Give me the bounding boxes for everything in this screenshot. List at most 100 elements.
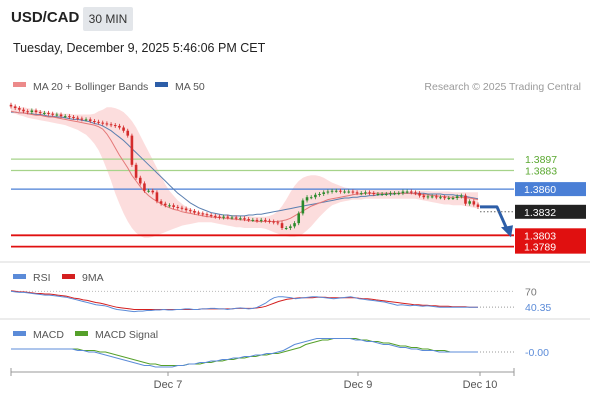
- candle-body: [255, 219, 259, 221]
- candle-body: [147, 190, 150, 192]
- candle-body: [397, 193, 401, 195]
- candle-body: [138, 177, 142, 184]
- level-label-support: 1.3789: [524, 242, 556, 254]
- candle-body: [243, 218, 246, 220]
- level-label-resistance: 1.3883: [525, 165, 557, 177]
- candle-body: [118, 125, 121, 128]
- macd-panel: -0.00: [11, 338, 549, 368]
- candle-body: [176, 206, 180, 208]
- price-panel: [9, 102, 514, 248]
- pair-title: USD/CAD: [11, 9, 80, 26]
- candle-body: [339, 190, 342, 192]
- candle-body: [109, 124, 113, 126]
- candle-body: [22, 109, 25, 112]
- macd-signal-line: [11, 338, 478, 366]
- candle-body: [9, 104, 13, 107]
- candle-body: [476, 204, 480, 207]
- candle-body: [97, 121, 100, 123]
- candle-body: [193, 210, 196, 213]
- ma50-legend-label: MA 50: [175, 81, 205, 93]
- candle-body: [247, 219, 250, 221]
- level-label-box-support: [515, 239, 586, 254]
- candle-body: [393, 193, 396, 195]
- candle-body: [18, 108, 21, 110]
- forecast-arrow: [480, 205, 509, 230]
- candle-body: [443, 197, 446, 199]
- candle-body: [105, 123, 109, 125]
- level-label-resistance: 1.3897: [525, 154, 557, 166]
- candle-body: [401, 191, 405, 194]
- candle-body: [205, 214, 209, 216]
- macd-signal-legend-swatch: [75, 331, 88, 336]
- ma20-legend-label: MA 20 + Bollinger Bands: [33, 81, 148, 93]
- last-price-box: [515, 204, 586, 219]
- candle-body: [414, 192, 417, 194]
- candle-body: [143, 183, 146, 191]
- rsi-ma-legend-swatch: [62, 274, 75, 279]
- macd-last-label: -0.00: [525, 347, 549, 359]
- rsi-ma-line: [10, 290, 478, 310]
- candle-body: [364, 192, 367, 194]
- rsi-ma-legend-label: 9MA: [82, 272, 104, 284]
- candle-body: [297, 213, 301, 224]
- candle-body: [284, 228, 288, 230]
- macd-signal-legend-label: MACD Signal: [95, 329, 158, 341]
- axis-tick-label: Dec 10: [463, 379, 498, 391]
- candle-body: [43, 112, 46, 114]
- candle-body: [426, 196, 430, 198]
- candle-body: [439, 197, 442, 199]
- candle-body: [201, 213, 205, 215]
- candle-body: [293, 223, 296, 227]
- candle-body: [368, 192, 371, 194]
- candle-body: [126, 130, 130, 136]
- candle-body: [68, 116, 71, 118]
- candle-body: [405, 191, 409, 193]
- candle-body: [168, 205, 171, 207]
- candle-body: [435, 196, 438, 198]
- candle-body: [272, 221, 275, 223]
- candle-body: [326, 191, 330, 193]
- axis-tick-label: Dec 7: [154, 379, 183, 391]
- candle-body: [130, 135, 134, 165]
- candle-body: [318, 193, 321, 195]
- candle-body: [222, 216, 225, 218]
- timeframe-badge[interactable]: 30 MIN: [83, 7, 133, 31]
- candle-body: [376, 193, 380, 195]
- candle-body: [239, 218, 242, 220]
- candle-body: [197, 212, 200, 214]
- candle-body: [259, 219, 263, 221]
- candle-body: [38, 112, 42, 114]
- candle-body: [460, 195, 463, 197]
- candle-body: [101, 122, 105, 124]
- candle-body: [418, 193, 421, 196]
- candle-body: [309, 197, 313, 199]
- candle-body: [455, 196, 459, 199]
- candle-body: [47, 112, 50, 114]
- candle-body: [209, 215, 213, 217]
- candle-body: [451, 198, 455, 200]
- candle-body: [163, 203, 167, 206]
- candle-body: [134, 164, 138, 178]
- candle-body: [226, 216, 230, 218]
- candle-body: [93, 121, 96, 123]
- candle-body: [468, 201, 471, 204]
- candle-body: [234, 217, 238, 219]
- ma20-legend-swatch: [13, 82, 26, 87]
- candle-body: [251, 219, 255, 221]
- credit-label: Research © 2025 Trading Central: [424, 81, 581, 93]
- candle-body: [113, 125, 117, 127]
- candle-body: [384, 193, 388, 195]
- candle-body: [472, 201, 476, 205]
- candle-body: [280, 223, 284, 229]
- candle-body: [188, 210, 192, 212]
- candle-body: [351, 191, 355, 193]
- macd-legend-label: MACD: [33, 329, 64, 341]
- candle-body: [26, 111, 29, 113]
- rsi-legend-swatch: [13, 274, 26, 279]
- forecast-arrowhead: [501, 225, 513, 238]
- candle-body: [314, 194, 317, 198]
- candle-body: [305, 197, 309, 201]
- candle-body: [159, 201, 163, 204]
- candle-body: [389, 193, 392, 195]
- last-price-label: 1.3832: [524, 207, 556, 219]
